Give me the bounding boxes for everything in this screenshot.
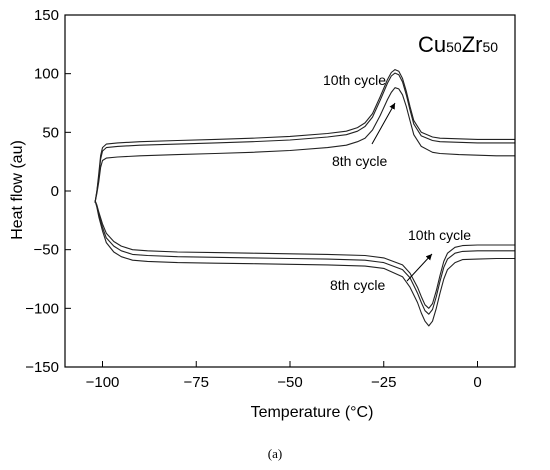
y-axis-title: Heat flow (au) — [9, 140, 26, 240]
heating-curve-2 — [94, 72, 515, 203]
plot-frame — [64, 14, 516, 368]
x-tick-label: −25 — [371, 374, 396, 391]
annotation-cooling-10th: 10th cycle — [408, 227, 471, 243]
y-tick-label: 50 — [42, 124, 59, 141]
composition-label: Cu50Zr50 — [418, 32, 498, 57]
arrow-cooling — [406, 253, 433, 282]
annotation-heating-8th: 8th cycle — [332, 153, 387, 169]
figure-caption: (a) — [267, 446, 283, 461]
axis-ticks — [65, 14, 478, 368]
series-layer — [94, 69, 515, 327]
heating-curve-1 — [94, 69, 515, 203]
y-tick-label: 150 — [34, 7, 59, 24]
cooling-curve-5 — [94, 200, 515, 315]
cooling-curve-4 — [94, 200, 515, 309]
x-axis-title: Temperature (°C) — [251, 404, 374, 421]
arrow-heating — [371, 102, 396, 145]
y-tick-label: 0 — [51, 183, 59, 200]
y-tick-label: −50 — [34, 242, 59, 259]
y-tick-label: 100 — [34, 66, 59, 83]
y-tick-label: −100 — [25, 300, 59, 317]
dsc-chart: −100 −75 −50 −25 0 −150 −100 −50 0 50 100 150 Tempe… — [9, 7, 516, 421]
heating-curve-3 — [94, 87, 515, 203]
tick-labels: −100 −75 −50 −25 0 −150 −100 −50 0 50 100 150 — [25, 7, 481, 391]
x-tick-label: 0 — [473, 374, 481, 391]
x-tick-label: −75 — [184, 374, 209, 391]
annotation-cooling-8th: 8th cycle — [330, 277, 385, 293]
x-tick-label: −100 — [86, 374, 120, 391]
y-tick-label: −150 — [25, 359, 59, 376]
annotation-heating-10th: 10th cycle — [323, 72, 386, 88]
cooling-curve-6 — [94, 200, 515, 327]
x-tick-label: −50 — [277, 374, 302, 391]
